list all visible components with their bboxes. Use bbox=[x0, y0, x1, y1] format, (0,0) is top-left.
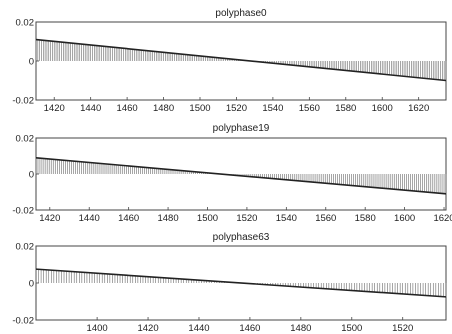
x-tick-label: 1480 bbox=[157, 213, 178, 224]
y-tick-label: 0 bbox=[29, 170, 34, 181]
x-tick-label: 1600 bbox=[372, 103, 393, 114]
x-axis-ticks: 1420 1440 1460 1480 1500 1520 1540 1560 1580 1600… bbox=[44, 97, 429, 114]
x-tick-label: 1440 bbox=[80, 103, 101, 114]
y-tick-label: 0.02 bbox=[16, 134, 35, 145]
x-tick-label: 1600 bbox=[394, 213, 415, 224]
y-axis-ticks: 0.02 0 -0.02 bbox=[12, 134, 39, 217]
x-tick-label: 1420 bbox=[39, 213, 60, 224]
subplot-polyphase63: polyphase63 1400 1420 1440 1460 1480 1500 1520… bbox=[12, 232, 447, 334]
x-tick-label: 1520 bbox=[236, 213, 257, 224]
y-tick-label: -0.02 bbox=[12, 206, 34, 217]
x-tick-label: 1420 bbox=[137, 323, 158, 334]
y-tick-label: 0 bbox=[29, 57, 34, 68]
chart-title: polyphase63 bbox=[213, 232, 270, 243]
x-tick-label: 1460 bbox=[239, 323, 260, 334]
y-tick-label: -0.02 bbox=[12, 316, 34, 327]
x-tick-label: 1420 bbox=[44, 103, 65, 114]
stem-group bbox=[35, 157, 447, 194]
x-tick-label: 1580 bbox=[335, 103, 356, 114]
y-tick-label: 0.02 bbox=[16, 242, 35, 253]
x-tick-label: 1500 bbox=[341, 323, 362, 334]
y-tick-label: -0.02 bbox=[12, 96, 34, 107]
x-tick-label: 1500 bbox=[197, 213, 218, 224]
x-tick-label: 1540 bbox=[276, 213, 297, 224]
x-tick-label: 1500 bbox=[189, 103, 210, 114]
stem-group bbox=[35, 269, 447, 297]
x-tick-label: 1480 bbox=[290, 323, 311, 334]
x-axis-ticks: 1420 1440 1460 1480 1500 1520 1540 1560 1580 1600… bbox=[39, 207, 452, 224]
plot-frame bbox=[35, 21, 447, 101]
x-tick-label: 1520 bbox=[392, 323, 413, 334]
x-tick-label: 1520 bbox=[226, 103, 247, 114]
x-tick-label: 1620 bbox=[433, 213, 452, 224]
chart-title: polyphase19 bbox=[213, 123, 270, 134]
stem-envelope-line bbox=[35, 157, 447, 195]
stem-envelope-line bbox=[35, 268, 447, 298]
x-tick-label: 1540 bbox=[262, 103, 283, 114]
x-tick-label: 1560 bbox=[315, 213, 336, 224]
x-tick-label: 1560 bbox=[299, 103, 320, 114]
x-tick-label: 1440 bbox=[188, 323, 209, 334]
x-tick-label: 1580 bbox=[355, 213, 376, 224]
subplot-polyphase0: polyphase0 1420 1440 1460 1480 1500 1520 1540 1… bbox=[12, 8, 447, 114]
x-tick-label: 1460 bbox=[118, 213, 139, 224]
x-tick-label: 1460 bbox=[117, 103, 138, 114]
x-tick-label: 1400 bbox=[87, 323, 108, 334]
x-axis-ticks: 1400 1420 1440 1460 1480 1500 1520 bbox=[87, 317, 413, 334]
x-tick-label: 1440 bbox=[79, 213, 100, 224]
y-axis-ticks: 0.02 0 -0.02 bbox=[12, 242, 39, 327]
subplot-polyphase19: polyphase19 1420 1440 1460 1480 1500 1520 1540… bbox=[12, 123, 452, 224]
y-axis-ticks: 0.02 0 -0.02 bbox=[12, 18, 39, 107]
x-tick-label: 1620 bbox=[408, 103, 429, 114]
y-tick-label: 0 bbox=[29, 279, 34, 290]
chart-title: polyphase0 bbox=[215, 8, 267, 19]
y-tick-label: 0.02 bbox=[16, 18, 35, 29]
stem-envelope-line bbox=[35, 38, 447, 82]
x-tick-label: 1480 bbox=[153, 103, 174, 114]
